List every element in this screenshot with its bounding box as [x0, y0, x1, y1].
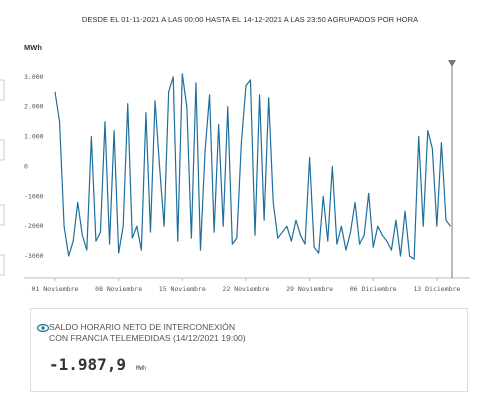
y-tick-label: 3.000 [24, 73, 44, 81]
x-tick-label: 15 Noviembre [159, 285, 206, 293]
chart-title: DESDE EL 01-11-2021 A LAS 00:00 HASTA EL… [82, 15, 419, 24]
y-tick-label: -2000 [24, 222, 44, 230]
side-control[interactable] [0, 139, 5, 161]
x-tick-label: 08 Noviembre [95, 285, 142, 293]
x-tick-label: 29 Noviembre [286, 285, 333, 293]
data-line [54, 73, 451, 260]
cursor-handle[interactable] [448, 60, 456, 67]
y-tick-label: 0 [24, 162, 28, 170]
y-tick-label: -1000 [24, 192, 44, 200]
x-tick-label: 01 Noviembre [32, 285, 79, 293]
x-tick-label: 13 Diciembre [413, 285, 460, 293]
x-tick-label: 06 Diciembre [350, 285, 397, 293]
readout-unit: MWh [135, 365, 147, 372]
readout-panel: SALDO HORARIO NETO DE INTERCONEXIÓN CON … [30, 308, 468, 392]
side-control[interactable] [0, 254, 5, 276]
side-control[interactable] [0, 79, 5, 101]
readout-label: SALDO HORARIO NETO DE INTERCONEXIÓN CON … [49, 322, 246, 343]
readout-number: -1.987,9 [49, 355, 127, 374]
x-tick-label: 22 Noviembre [222, 285, 269, 293]
eye-icon[interactable] [37, 324, 49, 332]
chart: DESDE EL 01-11-2021 A LAS 00:00 HASTA EL… [0, 15, 470, 293]
y-tick-label: -3000 [24, 252, 44, 260]
y-axis-label: MWh [24, 43, 42, 52]
y-tick-label: 2.000 [24, 103, 44, 111]
readout-value: -1.987,9 MWh [49, 355, 147, 374]
side-control[interactable] [0, 204, 5, 226]
y-tick-label: 1.000 [24, 133, 44, 141]
